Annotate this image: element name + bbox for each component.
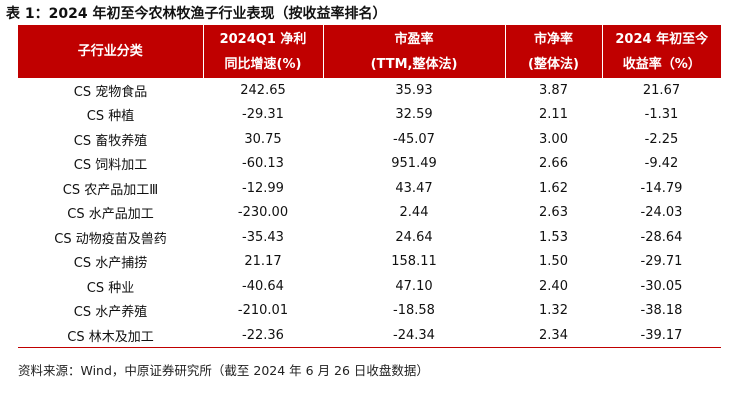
cell-subsector: CS 水产捕捞 bbox=[73, 256, 148, 272]
table-row: CS 农产品加工Ⅲ -12.99 43.47 1.62 -14.79 bbox=[18, 176, 721, 201]
table-row: CS 水产捕捞 21.17 158.11 1.50 -29.71 bbox=[18, 250, 721, 275]
cell-subsector: CS 水产品加工 bbox=[67, 207, 154, 223]
cell-ytd-return: -28.64 bbox=[640, 229, 683, 245]
cell-ytd-return: -39.17 bbox=[602, 323, 721, 348]
cell-pe-ratio: -18.58 bbox=[393, 303, 435, 319]
header-pb-ratio: 市净率 (整体法) bbox=[504, 25, 602, 78]
cell-subsector: CS 种植 bbox=[86, 109, 135, 125]
cell-net-profit-growth: -40.64 bbox=[242, 278, 284, 294]
cell-net-profit-growth: 21.17 bbox=[244, 254, 282, 270]
cell-subsector: CS 畜牧养殖 bbox=[73, 133, 148, 149]
cell-pb-ratio: 1.32 bbox=[539, 303, 568, 319]
cell-pe-ratio: 24.64 bbox=[395, 229, 433, 245]
cell-subsector: CS 宠物食品 bbox=[73, 84, 148, 100]
cell-ytd-return: -24.03 bbox=[640, 205, 683, 221]
cell-pb-ratio: 1.50 bbox=[539, 254, 568, 270]
subsector-performance-table: 子行业分类 2024Q1 净利 同比增速(%) 市盈率 (TTM,整体法) 市净… bbox=[18, 25, 721, 348]
cell-net-profit-growth: 242.65 bbox=[240, 82, 286, 98]
cell-subsector: CS 农产品加工Ⅲ bbox=[62, 182, 159, 198]
cell-ytd-return: -1.31 bbox=[644, 107, 679, 123]
cell-net-profit-growth: -35.43 bbox=[242, 229, 284, 245]
cell-ytd-return: -2.25 bbox=[644, 131, 679, 147]
table-row: CS 畜牧养殖 30.75 -45.07 3.00 -2.25 bbox=[18, 127, 721, 152]
cell-pe-ratio: -24.34 bbox=[323, 323, 505, 348]
cell-ytd-return: -14.79 bbox=[640, 180, 683, 196]
cell-net-profit-growth: -230.00 bbox=[237, 205, 289, 221]
cell-pb-ratio: 2.40 bbox=[539, 278, 568, 294]
cell-subsector: CS 水产养殖 bbox=[73, 305, 148, 321]
table-row: CS 宠物食品 242.65 35.93 3.87 21.67 bbox=[18, 78, 721, 103]
table-caption: 表 1：2024 年初至今农林牧渔子行业表现（按收益率排名） bbox=[6, 6, 387, 22]
cell-pb-ratio: 2.66 bbox=[539, 156, 568, 172]
cell-pe-ratio: -45.07 bbox=[393, 131, 435, 147]
cell-subsector: CS 动物疫苗及兽药 bbox=[54, 231, 167, 247]
cell-net-profit-growth: -210.01 bbox=[237, 303, 289, 319]
table-row: CS 种植 -29.31 32.59 2.11 -1.31 bbox=[18, 103, 721, 128]
cell-ytd-return: -29.71 bbox=[640, 254, 683, 270]
cell-ytd-return: -38.18 bbox=[640, 303, 683, 319]
cell-pe-ratio: 2.44 bbox=[399, 205, 429, 221]
cell-pe-ratio: 43.47 bbox=[395, 180, 433, 196]
table-body: CS 宠物食品 242.65 35.93 3.87 21.67 CS 种植 -29.31 32… bbox=[18, 78, 721, 348]
cell-pe-ratio: 951.49 bbox=[391, 156, 437, 172]
cell-pb-ratio: 2.63 bbox=[539, 205, 568, 221]
cell-subsector: CS 种业 bbox=[86, 280, 135, 296]
cell-subsector: CS 饲料加工 bbox=[73, 158, 148, 174]
cell-pb-ratio: 2.11 bbox=[539, 107, 568, 123]
cell-pb-ratio: 2.34 bbox=[505, 323, 602, 348]
cell-pb-ratio: 1.62 bbox=[539, 180, 568, 196]
cell-subsector: CS 林木及加工 bbox=[18, 323, 203, 348]
header-subsector: 子行业分类 bbox=[77, 44, 143, 59]
cell-pe-ratio: 32.59 bbox=[395, 107, 433, 123]
source-note: 资料来源：Wind，中原证券研究所（截至 2024 年 6 月 26 日收盘数据… bbox=[18, 363, 429, 378]
cell-net-profit-growth: 30.75 bbox=[244, 131, 282, 147]
cell-ytd-return: -30.05 bbox=[640, 278, 683, 294]
cell-ytd-return: 21.67 bbox=[642, 82, 681, 98]
cell-pb-ratio: 3.00 bbox=[539, 131, 568, 147]
cell-net-profit-growth: -60.13 bbox=[242, 156, 284, 172]
cell-pb-ratio: 1.53 bbox=[539, 229, 568, 245]
table-row: CS 动物疫苗及兽药 -35.43 24.64 1.53 -28.64 bbox=[18, 225, 721, 250]
table-row: CS 种业 -40.64 47.10 2.40 -30.05 bbox=[18, 274, 721, 299]
cell-pe-ratio: 47.10 bbox=[395, 278, 433, 294]
cell-pb-ratio: 3.87 bbox=[539, 82, 568, 98]
cell-pe-ratio: 158.11 bbox=[391, 254, 437, 270]
table-row: CS 饲料加工 -60.13 951.49 2.66 -9.42 bbox=[18, 152, 721, 177]
table-row: CS 水产品加工 -230.00 2.44 2.63 -24.03 bbox=[18, 201, 721, 226]
table-header-row: 子行业分类 2024Q1 净利 同比增速(%) 市盈率 (TTM,整体法) 市净… bbox=[18, 25, 721, 78]
cell-net-profit-growth: -29.31 bbox=[242, 107, 284, 123]
header-pe-ratio: 市盈率 (TTM,整体法) bbox=[322, 25, 505, 78]
cell-net-profit-growth: -12.99 bbox=[242, 180, 284, 196]
header-net-profit-growth: 2024Q1 净利 同比增速(%) bbox=[202, 25, 323, 78]
cell-net-profit-growth: -22.36 bbox=[203, 323, 323, 348]
cell-pe-ratio: 35.93 bbox=[395, 82, 433, 98]
cell-ytd-return: -9.42 bbox=[644, 156, 679, 172]
table-row: CS 水产养殖 -210.01 -18.58 1.32 -38.18 bbox=[18, 299, 721, 324]
table-row: CS 林木及加工 -22.36 -24.34 2.34 -39.17 bbox=[18, 323, 721, 348]
header-ytd-return: 2024 年初至今 收益率（%） bbox=[601, 25, 721, 78]
